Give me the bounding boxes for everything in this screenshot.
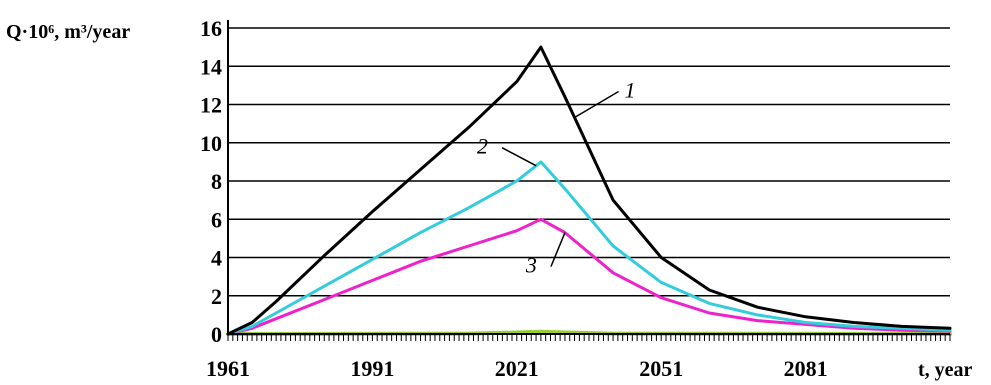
x-tick-labels: 1961 1991 2021 2051 2081 xyxy=(206,356,828,381)
x-minor-ticks xyxy=(227,334,951,341)
y-tick-label-1: 2 xyxy=(211,284,222,309)
y-tick-label-7: 14 xyxy=(200,54,222,79)
annotation-leader-1 xyxy=(574,90,619,119)
y-tick-labels: 0 2 4 6 8 10 12 14 16 xyxy=(200,16,222,347)
y-tick-label-3: 6 xyxy=(211,207,222,232)
x-tick-label-0: 1961 xyxy=(206,356,250,381)
series-line-3 xyxy=(226,217,952,336)
axes xyxy=(227,20,951,341)
y-tick-label-2: 4 xyxy=(211,246,222,271)
y-tick-label-0: 0 xyxy=(211,322,222,347)
x-tick-label-1: 1991 xyxy=(350,356,394,381)
y-tick-label-5: 10 xyxy=(200,131,222,156)
x-tick-label-2: 2021 xyxy=(495,356,539,381)
series-lines xyxy=(226,45,952,336)
curve-annotations: 1 2 3 xyxy=(477,78,636,278)
series-line-1 xyxy=(226,45,952,336)
x-axis-title: t, year xyxy=(918,359,973,381)
annotation-label-3: 3 xyxy=(525,253,537,278)
x-tick-label-4: 2081 xyxy=(784,356,828,381)
annotation-leader-2 xyxy=(501,147,537,167)
y-tick-label-8: 16 xyxy=(200,16,222,41)
y-tick-label-4: 8 xyxy=(211,169,222,194)
y-tick-label-6: 12 xyxy=(200,93,222,118)
x-tick-label-3: 2051 xyxy=(639,356,683,381)
series-line-2 xyxy=(226,160,952,336)
annotation-leader-3 xyxy=(550,232,566,267)
grid-lines xyxy=(228,27,950,297)
y-axis-title: Q·10⁶, m³/year xyxy=(6,21,130,43)
annotation-label-2: 2 xyxy=(477,134,488,159)
annotation-label-1: 1 xyxy=(625,78,636,103)
